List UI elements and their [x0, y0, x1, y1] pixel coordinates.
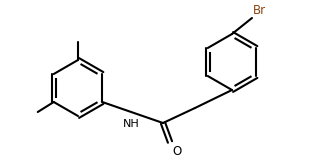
- Text: NH: NH: [123, 119, 140, 128]
- Text: O: O: [172, 145, 181, 158]
- Text: Br: Br: [253, 4, 266, 17]
